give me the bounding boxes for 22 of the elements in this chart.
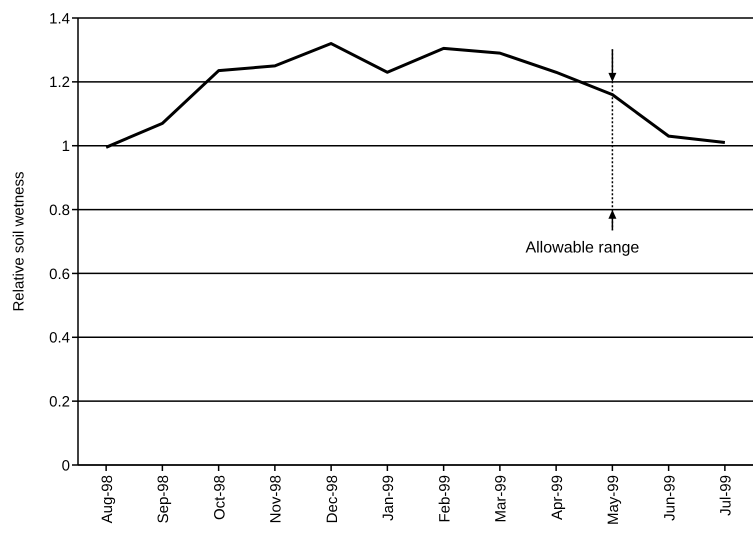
- y-tick-label: 0.4: [49, 330, 70, 347]
- x-tick-label: Feb-99: [436, 475, 454, 523]
- x-tick-label: Apr-99: [548, 475, 566, 520]
- x-tick-label: Nov-98: [268, 475, 285, 524]
- y-tick-label: 1.4: [49, 10, 70, 28]
- x-tick-label: Jul-99: [718, 475, 735, 516]
- y-tick-label: 0: [62, 457, 70, 474]
- x-tick-label: Mar-99: [492, 475, 510, 523]
- x-tick-label: Jun-99: [661, 475, 678, 521]
- x-tick-label: Jan-99: [380, 475, 398, 521]
- x-tick-label: Oct-98: [211, 475, 228, 520]
- y-tick-label: 1: [62, 138, 70, 156]
- x-tick-label: May-99: [605, 475, 622, 526]
- annotation: Allowable range: [525, 240, 640, 257]
- y-tick-label: 0.8: [49, 202, 70, 219]
- y-tick-label: 1.2: [49, 74, 70, 92]
- y-tick-label: 0.2: [49, 393, 70, 410]
- y-axis-title: Relative soil wetness: [10, 171, 28, 312]
- x-tick-label: Dec-98: [324, 475, 341, 524]
- x-tick-label: Aug-98: [98, 475, 116, 524]
- x-tick-label: Sep-98: [155, 475, 172, 524]
- y-tick-label: 0.6: [49, 266, 70, 283]
